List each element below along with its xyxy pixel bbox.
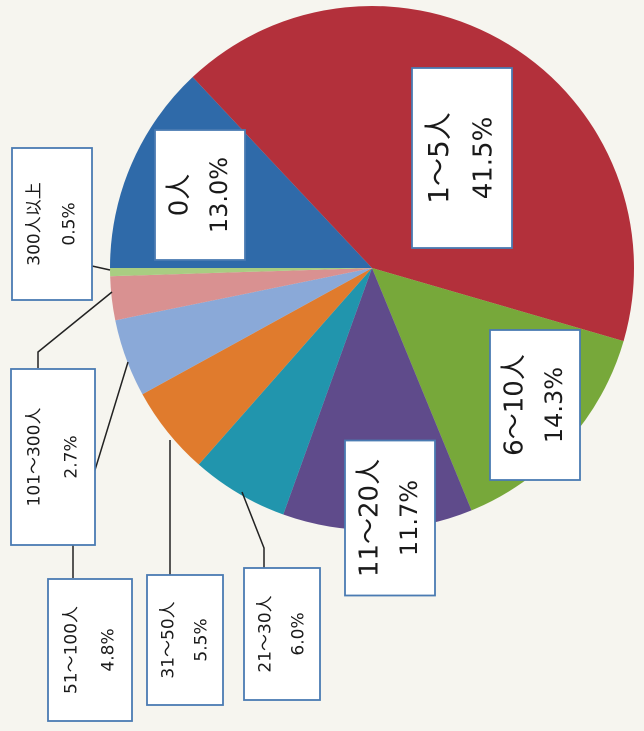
data-label: 31～50人 5.5% [146,574,224,706]
category-label: 1～5人 [422,112,455,204]
pie-slice [110,268,372,277]
value-label: 13.0% [205,157,233,233]
label-box [11,147,93,301]
category-label: 51～100人 [62,606,82,694]
leader-line [241,491,265,568]
category-label: 11～20人 [355,459,385,577]
pie-slice [142,268,372,465]
value-label: 6.0% [289,612,309,655]
leader-line [91,265,111,271]
data-label: 0人 13.0% [154,129,246,261]
data-label: 11～20人 11.7% [344,439,436,597]
data-label: 21～30人 6.0% [243,567,321,701]
value-label: 4.8% [98,628,118,671]
value-label: 2.7% [61,435,81,478]
data-label: 6～10人 14.3% [489,329,581,481]
value-label: 41.5% [469,117,499,200]
category-label: 31～50人 [158,601,178,678]
data-label: 51～100人 4.8% [47,578,133,722]
data-label: 1～5人 41.5% [411,67,513,249]
category-label: 21～30人 [255,595,275,672]
category-label: 0人 [165,174,195,217]
label-box [10,368,96,546]
label-box [47,578,133,722]
pie-slice [115,268,372,395]
data-label: 300人以上 0.5% [11,147,93,301]
label-box [344,439,436,597]
labels: 0人 13.0% 1～5人 41.5% 6～10人 14.3% 11～20人 11.7% 21～… [10,67,581,722]
value-label: 14.3% [540,367,568,443]
pie-slice [198,268,372,515]
label-box [243,567,321,701]
category-label: 101～300人 [25,408,45,507]
label-box [146,574,224,706]
value-label: 5.5% [192,618,212,661]
leader-line [37,291,113,368]
category-label: 6～10人 [500,354,530,456]
pie-slice [110,268,373,321]
label-box [154,129,246,261]
category-label: 300人以上 [24,182,44,265]
value-label: 0.5% [60,202,80,245]
label-box [411,67,513,249]
label-box [489,329,581,481]
data-label: 101～300人 2.7% [10,368,96,546]
value-label: 11.7% [395,480,423,556]
